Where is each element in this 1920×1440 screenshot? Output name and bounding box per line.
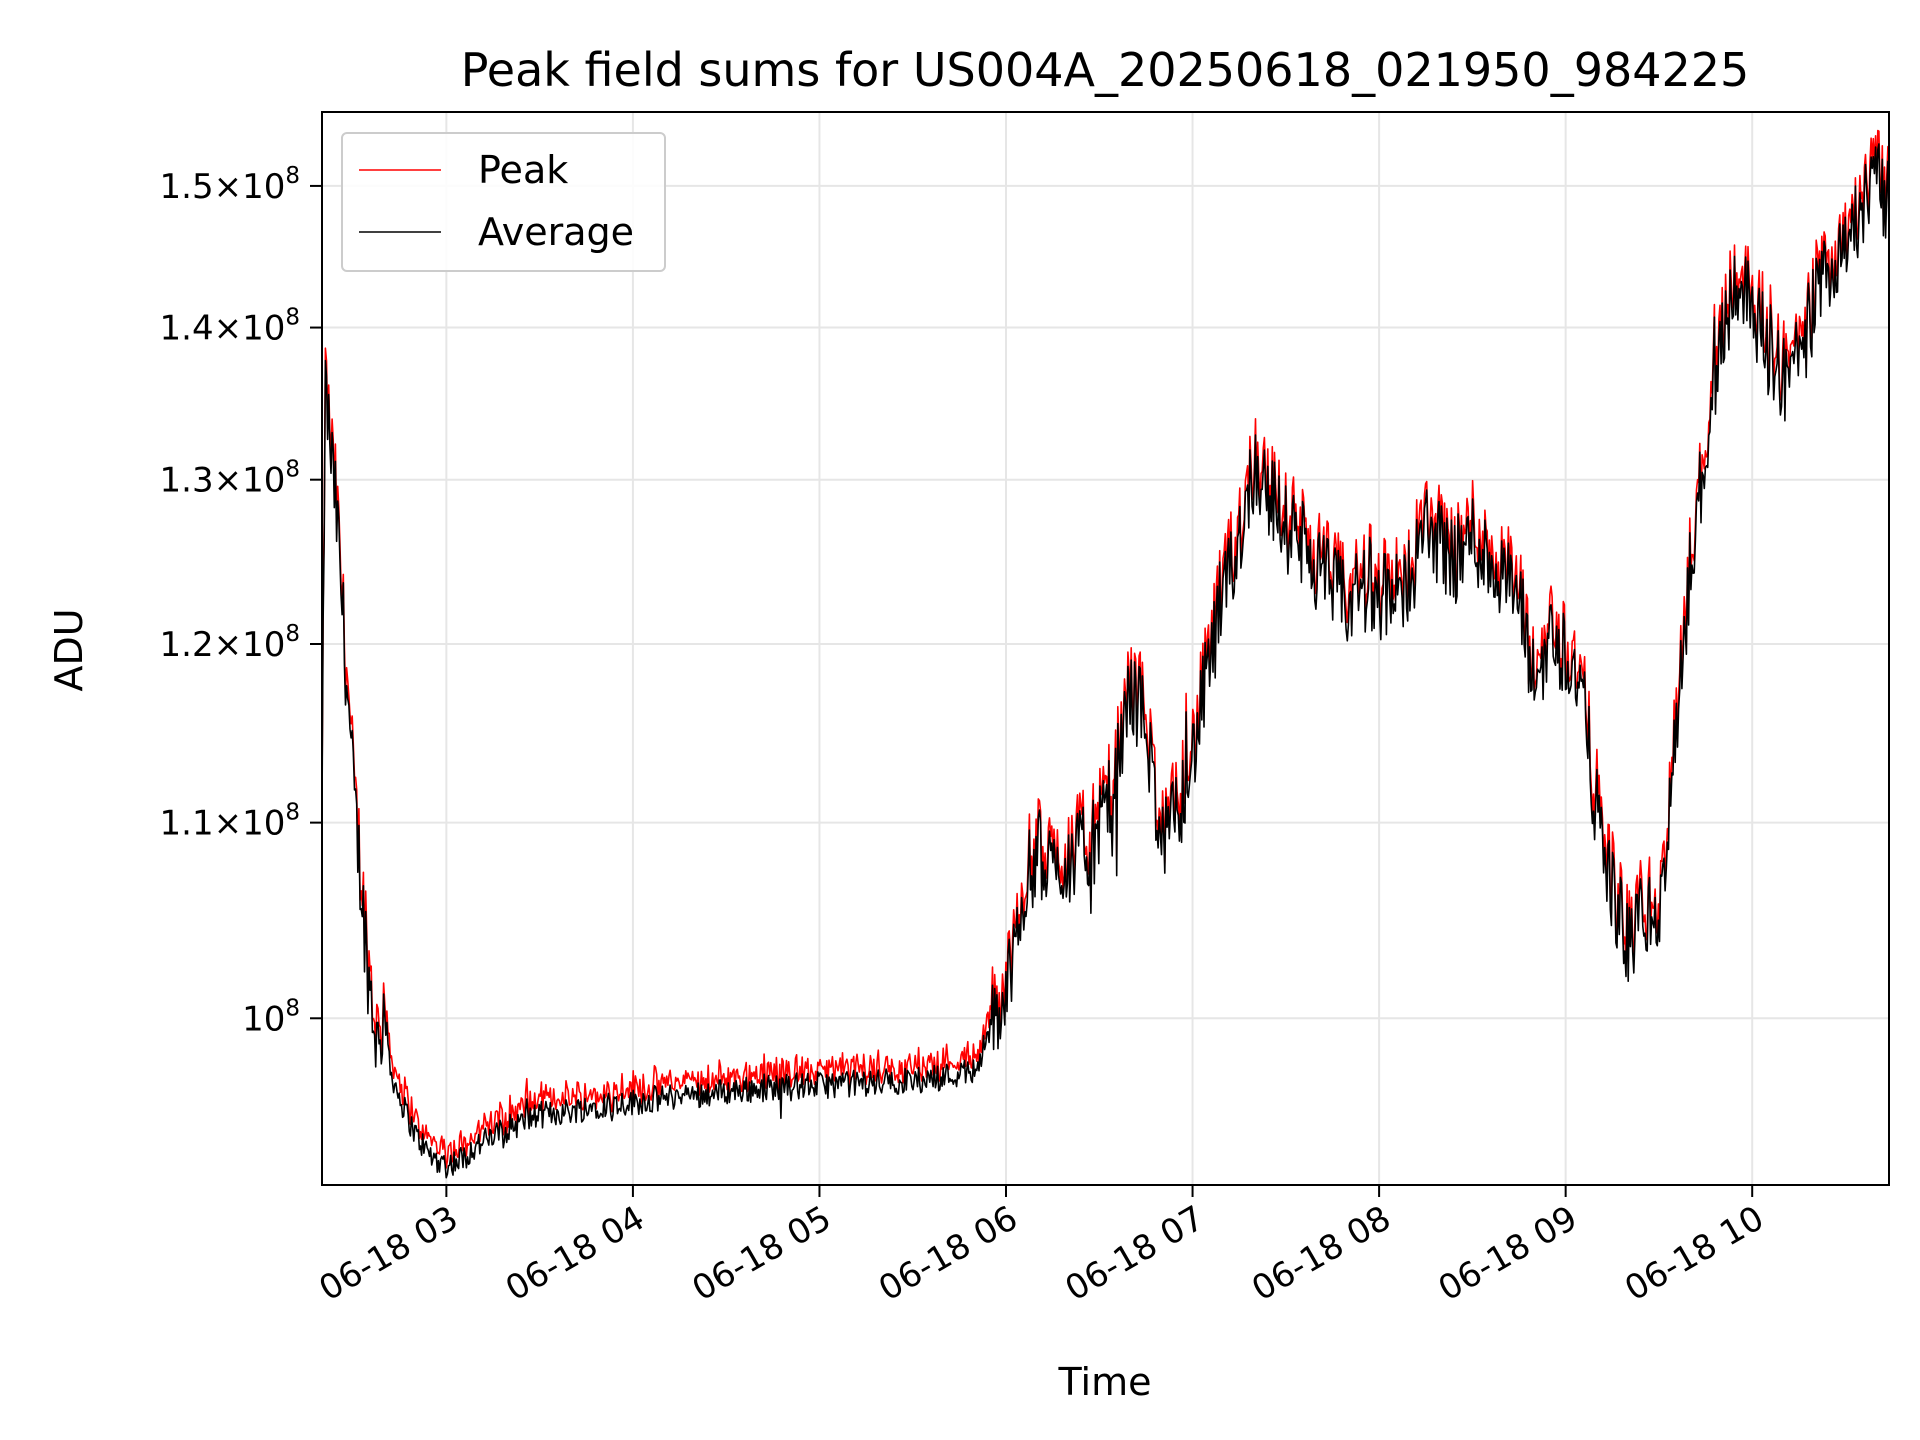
legend-label-average: Average (478, 210, 634, 254)
series-line-average (322, 143, 1889, 1179)
y-tick-label: 1.4×108 (160, 305, 300, 349)
chart-title: Peak field sums for US004A_20250618_0219… (461, 43, 1750, 97)
y-axis-ticks: 108 1.1×108 1.2×108 1.3×108 1.4×108 1.5×108 (160, 163, 322, 1039)
y-tick-label: 108 (242, 995, 300, 1039)
legend: Peak Average (341, 132, 666, 272)
y-tick-label: 1.2×108 (160, 621, 300, 665)
y-tick-label: 1.3×108 (160, 457, 300, 501)
y-tick-label: 1.1×108 (160, 800, 300, 844)
plot-frame (321, 111, 1890, 1186)
series-layer (322, 129, 1889, 1179)
y-tick-label: 1.5×108 (160, 163, 300, 207)
legend-label-peak: Peak (478, 148, 568, 192)
x-axis-label: Time (1058, 1360, 1152, 1404)
legend-box (341, 132, 666, 272)
y-axis-label: ADU (47, 608, 91, 691)
